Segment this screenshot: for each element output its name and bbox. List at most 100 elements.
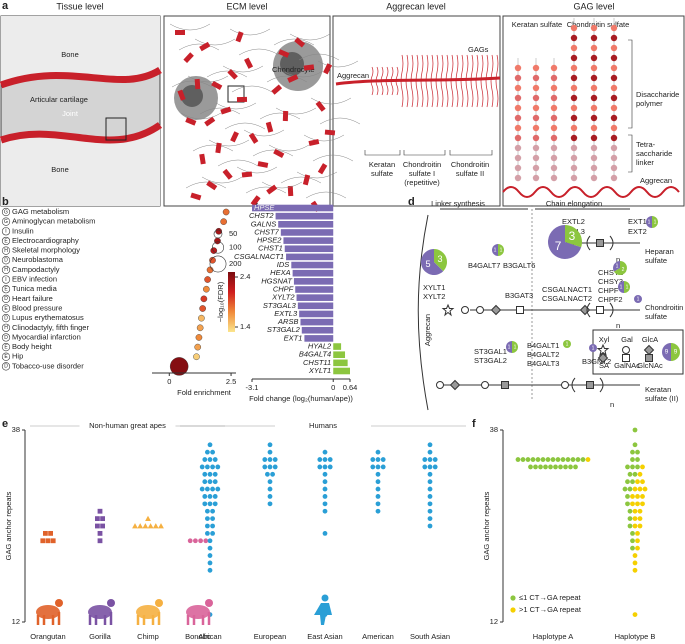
pie-wedge [613, 261, 627, 276]
code-badge [1, 323, 11, 332]
x-tick-label: -3.1 [246, 383, 259, 392]
ecm-fiber [187, 75, 229, 83]
proteoglycan [257, 161, 269, 168]
dot [198, 538, 204, 544]
x-tick-label: European [254, 632, 287, 641]
pie-wedge [421, 249, 444, 276]
dot [262, 457, 268, 462]
disaccharide-unit [590, 94, 598, 102]
dot [97, 530, 103, 536]
dot [380, 464, 386, 470]
code-badge [1, 294, 11, 303]
label: GAGs [468, 45, 489, 54]
dot [210, 449, 216, 455]
glyph [645, 354, 653, 362]
proteoglycan [215, 142, 222, 154]
dot [530, 457, 536, 462]
disaccharide-unit [570, 114, 578, 122]
dot [215, 464, 221, 470]
proteoglycan [236, 96, 248, 103]
dot [528, 464, 533, 470]
label: Aggrecan [337, 71, 369, 80]
bar [333, 367, 350, 375]
category-label: Campodactyly [12, 265, 60, 274]
diagram-label: sulfate [645, 312, 667, 321]
dot [207, 545, 213, 551]
dot [627, 508, 633, 514]
proteoglycan [266, 184, 278, 195]
dot [207, 471, 213, 477]
linker-unit [610, 154, 618, 162]
dot [637, 471, 643, 477]
dot [427, 442, 433, 448]
glyph [516, 306, 524, 314]
dot [147, 523, 154, 529]
linker-unit [570, 164, 578, 172]
gag-chain [405, 54, 409, 108]
cartilage-top [0, 66, 162, 89]
dot [95, 516, 100, 522]
diagram-label: B3GALT6 [503, 261, 535, 270]
disaccharide-unit [610, 84, 618, 92]
bar [297, 302, 334, 310]
disaccharide-unit [610, 124, 618, 132]
disaccharide-unit [514, 74, 522, 82]
category-code: H [4, 267, 8, 273]
disaccharide-unit [590, 74, 598, 82]
dot [209, 256, 216, 264]
label: Keratan sulfate [512, 20, 562, 29]
bar-label: CHST2 [249, 211, 274, 220]
dot [525, 457, 531, 462]
dot [625, 464, 630, 470]
category-code: I [5, 229, 6, 235]
dot [322, 530, 328, 536]
glyph [643, 344, 655, 356]
diagram-label: GalNAc [614, 361, 640, 370]
code-badge [1, 256, 11, 265]
dot [262, 464, 268, 470]
ecm-fiber [310, 97, 352, 105]
label: Chondroitin [403, 160, 441, 169]
panel-label: e [2, 418, 8, 430]
diagram-label: Gal [621, 335, 633, 344]
dot [202, 494, 208, 499]
code-badge [1, 343, 11, 352]
bar [252, 204, 334, 212]
disaccharide-unit [550, 64, 558, 72]
category-label: Hip [12, 352, 23, 361]
disaccharide-unit [550, 74, 558, 82]
code-badge [1, 227, 11, 236]
dot [212, 501, 218, 507]
proteoglycan [175, 30, 185, 35]
dot [538, 464, 543, 470]
dot [205, 523, 210, 529]
bar-label: ST3GAL2 [267, 325, 301, 334]
label: saccharide [636, 149, 672, 158]
dot [207, 457, 213, 462]
dot [625, 501, 630, 507]
proteoglycan [177, 89, 186, 101]
bracket [571, 235, 614, 393]
dot [427, 523, 433, 529]
diagram-label: Xyl [599, 335, 610, 344]
proteoglycan [235, 31, 244, 43]
dot [207, 479, 213, 485]
code-badge [1, 352, 11, 361]
ecm-fiber [224, 122, 266, 130]
dot [267, 442, 273, 448]
bone-top-shape [1, 16, 160, 85]
dot [632, 508, 638, 514]
code-badge [1, 236, 11, 246]
ape-silhouette [107, 599, 115, 607]
dot [630, 538, 635, 544]
dot [45, 538, 51, 544]
disaccharide-unit [532, 84, 540, 92]
dot [327, 457, 333, 462]
x-tick-label: Haplotype B [615, 632, 656, 641]
dot [553, 464, 558, 470]
linker-unit [610, 174, 618, 182]
dot [568, 464, 573, 470]
label: Disaccharide [636, 90, 679, 99]
disaccharide-unit [570, 44, 578, 52]
dot [630, 501, 635, 507]
